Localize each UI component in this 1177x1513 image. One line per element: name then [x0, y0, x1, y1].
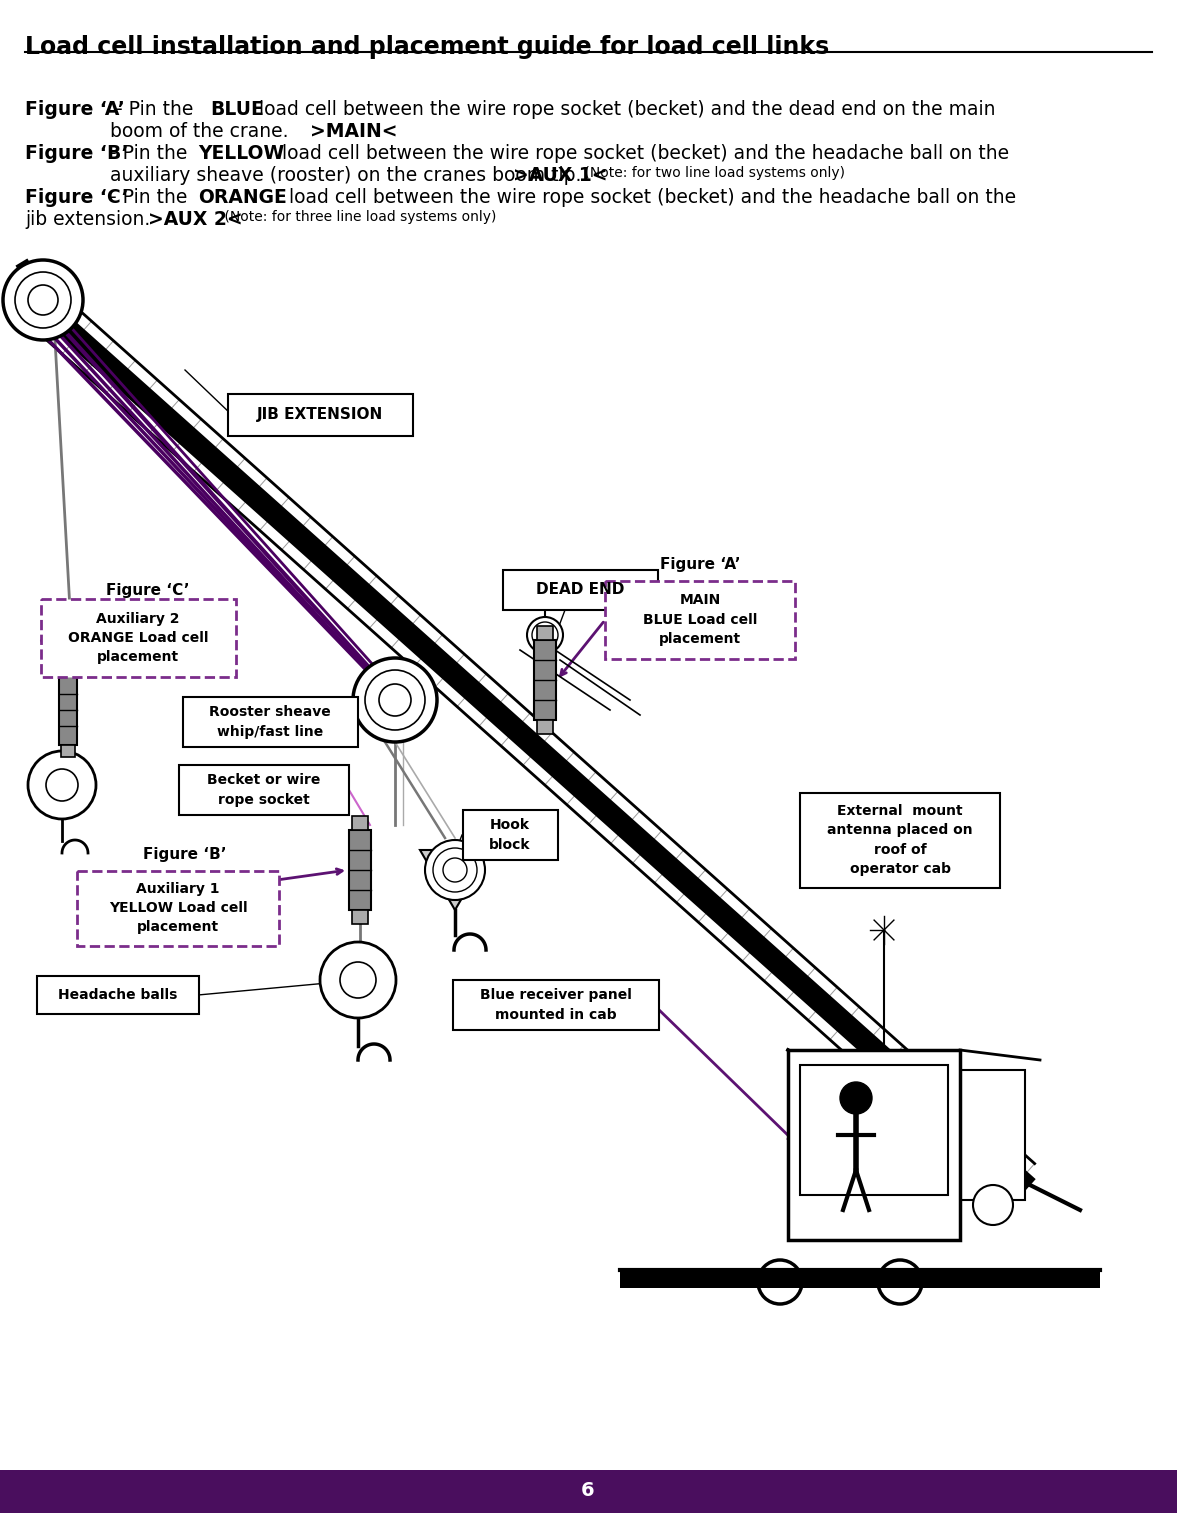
Bar: [800, 1065, 947, 1195]
Bar: [352, 909, 368, 924]
Text: Figure ‘A’: Figure ‘A’: [660, 557, 740, 572]
Circle shape: [320, 943, 395, 1018]
Polygon shape: [12, 260, 68, 325]
Bar: [960, 1070, 1025, 1200]
Bar: [537, 626, 553, 640]
Text: load cell between the wire rope socket (becket) and the headache ball on the: load cell between the wire rope socket (…: [282, 188, 1016, 207]
Circle shape: [28, 750, 97, 819]
Text: DEAD END: DEAD END: [536, 583, 624, 598]
Polygon shape: [420, 850, 490, 909]
Text: Load cell installation and placement guide for load cell links: Load cell installation and placement gui…: [25, 35, 830, 59]
Text: MAIN
BLUE Load cell
placement: MAIN BLUE Load cell placement: [643, 593, 757, 646]
Bar: [352, 816, 368, 831]
Text: boom of the crane.: boom of the crane.: [109, 123, 294, 141]
Circle shape: [527, 617, 563, 654]
Polygon shape: [40, 301, 1035, 1197]
Text: (Note: for three line load systems only): (Note: for three line load systems only): [220, 210, 497, 224]
FancyBboxPatch shape: [605, 581, 794, 660]
Text: (Note: for two line load systems only): (Note: for two line load systems only): [580, 166, 845, 180]
Text: Figure ‘B’: Figure ‘B’: [144, 847, 227, 862]
Text: Hook
block: Hook block: [490, 819, 531, 852]
FancyBboxPatch shape: [182, 697, 358, 747]
Bar: [534, 640, 556, 720]
Text: Headache balls: Headache balls: [59, 988, 178, 1002]
Circle shape: [840, 1082, 872, 1114]
Text: JIB EXTENSION: JIB EXTENSION: [257, 407, 384, 422]
Bar: [537, 720, 553, 734]
Bar: [350, 831, 371, 909]
FancyBboxPatch shape: [40, 599, 235, 676]
Bar: [620, 1269, 1100, 1288]
Circle shape: [425, 840, 485, 900]
Text: Figure ‘A’: Figure ‘A’: [25, 100, 125, 120]
Circle shape: [973, 1185, 1013, 1226]
Text: load cell between the wire rope socket (becket) and the headache ball on the: load cell between the wire rope socket (…: [275, 144, 1009, 163]
Text: BLUE: BLUE: [210, 100, 264, 120]
Text: >MAIN<: >MAIN<: [310, 123, 398, 141]
Text: Auxiliary 1
YELLOW Load cell
placement: Auxiliary 1 YELLOW Load cell placement: [108, 882, 247, 935]
Bar: [61, 663, 75, 675]
FancyBboxPatch shape: [453, 980, 659, 1030]
Text: - Pin the: - Pin the: [109, 100, 199, 120]
Text: Figure ‘C’: Figure ‘C’: [106, 583, 189, 598]
Text: >AUX 1<: >AUX 1<: [513, 166, 607, 185]
FancyBboxPatch shape: [77, 870, 279, 946]
Text: ORANGE: ORANGE: [198, 188, 287, 207]
Circle shape: [353, 658, 437, 741]
FancyBboxPatch shape: [179, 766, 350, 816]
FancyBboxPatch shape: [227, 393, 412, 436]
Text: Becket or wire
rope socket: Becket or wire rope socket: [207, 773, 320, 806]
Text: - Pin the: - Pin the: [109, 188, 193, 207]
FancyBboxPatch shape: [800, 793, 1000, 888]
Text: Rooster sheave
whip/fast line: Rooster sheave whip/fast line: [210, 705, 331, 738]
FancyBboxPatch shape: [36, 976, 199, 1014]
Text: load cell between the wire rope socket (becket) and the dead end on the main: load cell between the wire rope socket (…: [253, 100, 996, 120]
Bar: [61, 744, 75, 756]
Circle shape: [4, 260, 84, 340]
Text: - Pin the: - Pin the: [109, 144, 193, 163]
Text: YELLOW: YELLOW: [198, 144, 284, 163]
Text: Figure ‘B’: Figure ‘B’: [25, 144, 128, 163]
Text: auxiliary sheave (rooster) on the cranes boom tip.: auxiliary sheave (rooster) on the cranes…: [109, 166, 587, 185]
Text: jib extension.: jib extension.: [25, 210, 162, 228]
FancyBboxPatch shape: [503, 570, 658, 610]
Text: >AUX 2<: >AUX 2<: [148, 210, 242, 228]
Text: External  mount
antenna placed on
roof of
operator cab: External mount antenna placed on roof of…: [827, 803, 973, 876]
Bar: [0, 1471, 1177, 1513]
Bar: [787, 1050, 960, 1241]
Text: 6: 6: [581, 1481, 594, 1501]
Text: Auxiliary 2
ORANGE Load cell
placement: Auxiliary 2 ORANGE Load cell placement: [68, 611, 208, 664]
Bar: [59, 675, 77, 744]
FancyBboxPatch shape: [463, 809, 558, 859]
Text: Figure ‘C’: Figure ‘C’: [25, 188, 128, 207]
Text: Blue receiver panel
mounted in cab: Blue receiver panel mounted in cab: [480, 988, 632, 1021]
